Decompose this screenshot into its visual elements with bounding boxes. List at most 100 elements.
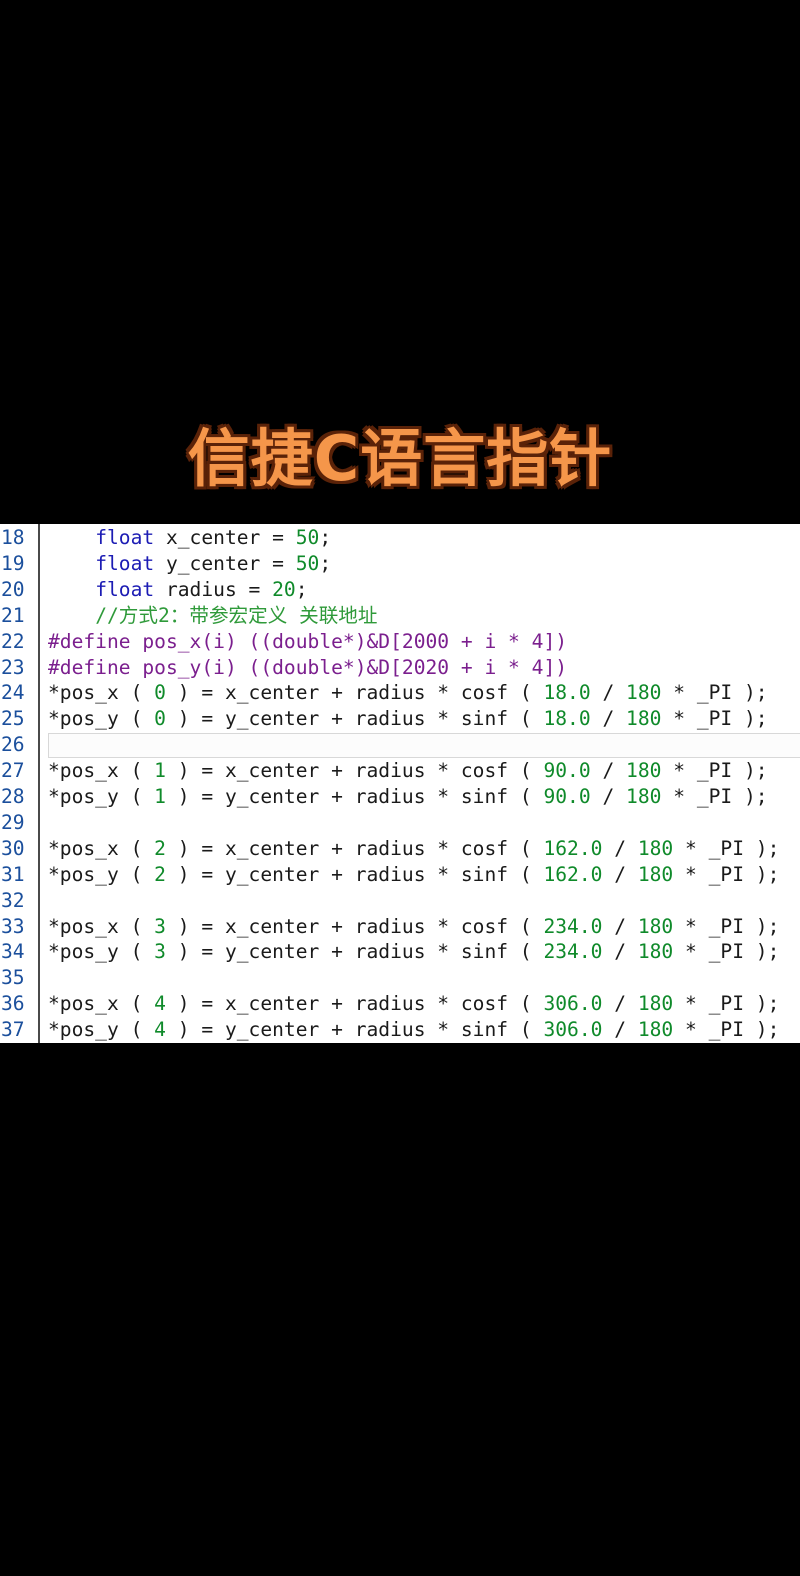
code-line[interactable]: 27 *pos_x ( 1 ) = x_center + radius * cos…: [0, 758, 800, 784]
code-line[interactable]: 37 *pos_y ( 4 ) = y_center + radius * sin…: [0, 1017, 800, 1043]
token-num: 0: [154, 707, 166, 731]
token-plain: x_center =: [154, 526, 296, 549]
token-plain: *pos_y (: [48, 940, 155, 964]
token-plain: ) = x_center + radius * cosf (: [165, 914, 544, 938]
token-num: 180: [637, 862, 674, 886]
line-number: 22: [1, 629, 25, 653]
token-plain: ;: [319, 551, 332, 575]
token-num: 4: [154, 1018, 166, 1042]
token-kw: float: [95, 577, 155, 601]
line-number: 31: [1, 862, 25, 886]
line-number: 18: [1, 526, 25, 549]
token-plain: *pos_x (: [48, 836, 155, 860]
token-plain: /: [602, 1018, 638, 1042]
token-plain: y_center =: [154, 551, 296, 575]
token-plain: * _PI );: [661, 681, 768, 705]
token-num: 2: [154, 862, 166, 886]
code-text: float y_center = 50;: [48, 551, 331, 577]
code-line[interactable]: 26: [0, 732, 800, 759]
token-num: 90.0: [543, 759, 591, 783]
line-number: 21: [1, 603, 25, 627]
token-plain: [48, 552, 95, 575]
line-number: 30: [1, 836, 25, 860]
token-num: 180: [626, 759, 662, 783]
code-text: #define pos_y(i) ((double*)&D[2020 + i *…: [48, 655, 567, 681]
token-plain: * _PI );: [673, 862, 780, 886]
token-plain: *pos_y (: [48, 1018, 155, 1042]
token-pp: #define pos_x(i) ((double*)&D[2000 + i *…: [48, 629, 568, 653]
token-plain: * _PI );: [673, 992, 780, 1016]
code-line[interactable]: 19 float y_center = 50;: [0, 551, 800, 577]
token-num: 306.0: [543, 1018, 603, 1042]
token-pp: #define pos_y(i) ((double*)&D[2020 + i *…: [48, 655, 568, 679]
code-line[interactable]: 28 *pos_y ( 1 ) = y_center + radius * sin…: [0, 784, 800, 810]
token-plain: ) = x_center + radius * cosf (: [165, 836, 544, 860]
line-number: 26: [1, 733, 25, 757]
token-plain: ) = x_center + radius * cosf (: [165, 759, 544, 783]
token-plain: ) = x_center + radius * cosf (: [165, 992, 544, 1016]
token-plain: /: [590, 759, 627, 783]
token-plain: * _PI );: [661, 785, 768, 808]
code-line[interactable]: 23 #define pos_y(i) ((double*)&D[2020 + i…: [0, 655, 800, 681]
code-line[interactable]: 25 *pos_y ( 0 ) = y_center + radius * sin…: [0, 706, 800, 732]
token-num: 4: [154, 992, 166, 1016]
token-plain: [48, 604, 95, 627]
code-text: *pos_x ( 0 ) = x_center + radius * cosf …: [48, 680, 768, 706]
token-plain: [48, 526, 95, 549]
token-plain: /: [602, 914, 638, 938]
token-plain: * _PI );: [661, 759, 768, 783]
line-number: 20: [1, 577, 25, 601]
token-plain: /: [602, 836, 638, 860]
token-num: 180: [637, 940, 674, 964]
token-plain: * _PI );: [673, 836, 780, 860]
code-text: *pos_y ( 0 ) = y_center + radius * sinf …: [48, 706, 768, 732]
token-num: 1: [154, 759, 166, 783]
token-num: 180: [626, 785, 662, 808]
code-line[interactable]: 18 float x_center = 50;: [0, 525, 800, 551]
token-plain: /: [590, 785, 627, 808]
line-number: 37: [1, 1018, 25, 1042]
code-line[interactable]: 29: [0, 810, 800, 836]
code-line[interactable]: 36 *pos_x ( 4 ) = x_center + radius * cos…: [0, 991, 800, 1017]
token-num: 306.0: [543, 992, 603, 1016]
code-line[interactable]: 30 *pos_x ( 2 ) = x_center + radius * cos…: [0, 836, 800, 862]
token-num: 162.0: [543, 862, 603, 886]
code-line[interactable]: 22 #define pos_x(i) ((double*)&D[2000 + i…: [0, 629, 800, 655]
token-plain: *pos_y (: [48, 785, 155, 808]
token-plain: *pos_x (: [48, 992, 155, 1016]
code-line[interactable]: 34 *pos_y ( 3 ) = y_center + radius * sin…: [0, 939, 800, 965]
token-plain: *pos_x (: [48, 759, 155, 783]
token-num: 180: [626, 707, 662, 731]
token-plain: /: [602, 862, 638, 886]
token-num: 0: [154, 681, 166, 705]
token-num: 180: [637, 992, 674, 1016]
line-number: 28: [1, 785, 25, 808]
code-line[interactable]: 20 float radius = 20;: [0, 577, 800, 603]
token-plain: ;: [295, 577, 308, 601]
token-num: 1: [154, 785, 166, 808]
token-plain: ) = y_center + radius * sinf (: [165, 940, 544, 964]
code-editor[interactable]: 18 float x_center = 50; 19 float y_center…: [0, 524, 800, 1043]
gutter-divider: [38, 524, 40, 1043]
token-plain: ) = y_center + radius * sinf (: [165, 862, 544, 886]
token-plain: /: [590, 681, 627, 705]
line-number: 25: [1, 707, 25, 731]
code-line[interactable]: 35: [0, 965, 800, 991]
token-plain: ) = y_center + radius * sinf (: [165, 707, 544, 731]
token-plain: ;: [319, 526, 332, 549]
code-line[interactable]: 33 *pos_x ( 3 ) = x_center + radius * cos…: [0, 914, 800, 940]
token-plain: ) = y_center + radius * sinf (: [165, 1018, 544, 1042]
token-plain: radius =: [154, 577, 273, 601]
code-line[interactable]: 21 //方式2：带参宏定义 关联地址: [0, 603, 800, 629]
token-kw: float: [95, 526, 155, 549]
token-plain: * _PI );: [673, 940, 780, 964]
line-number: 24: [1, 681, 25, 705]
token-num: 234.0: [543, 914, 603, 938]
token-plain: *pos_x (: [48, 914, 155, 938]
code-text: *pos_x ( 3 ) = x_center + radius * cosf …: [48, 914, 779, 940]
current-line-highlight: [48, 733, 800, 759]
code-line[interactable]: 24 *pos_x ( 0 ) = x_center + radius * cos…: [0, 680, 800, 706]
code-line[interactable]: 31 *pos_y ( 2 ) = y_center + radius * sin…: [0, 862, 800, 888]
code-line[interactable]: 32: [0, 888, 800, 914]
token-plain: * _PI );: [661, 707, 768, 731]
